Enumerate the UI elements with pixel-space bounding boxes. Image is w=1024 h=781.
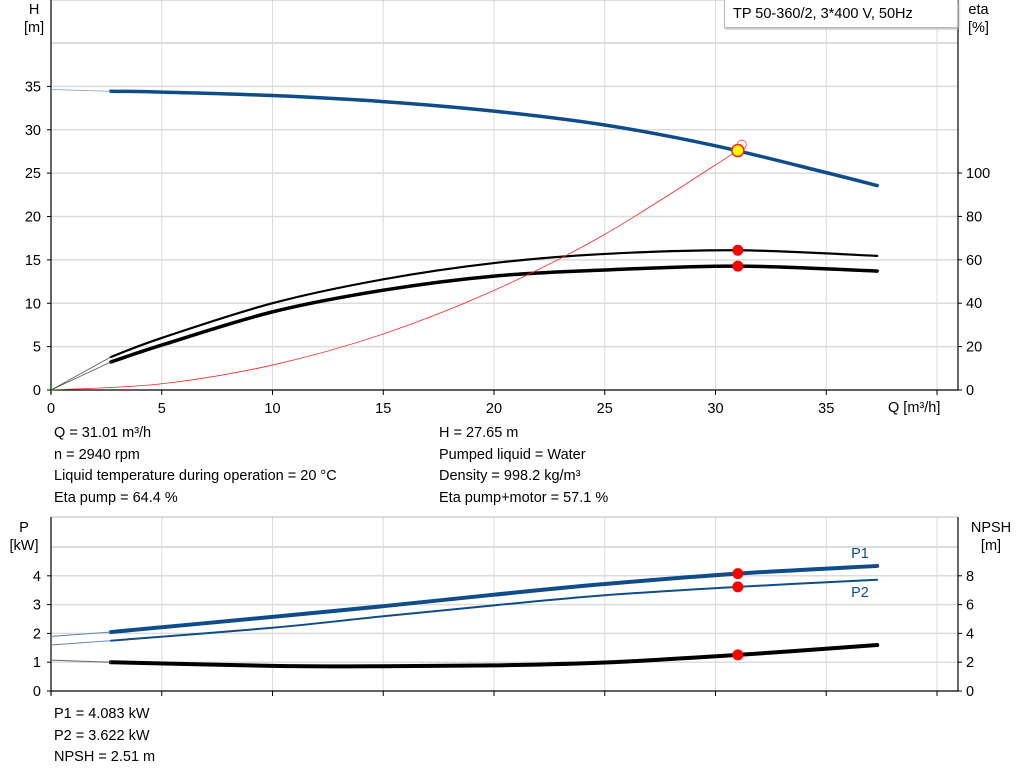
top-x-tick-label: 35 — [818, 401, 834, 417]
top-right-tick-label: 80 — [966, 209, 982, 225]
npsh-axis-label: NPSH [m] — [966, 519, 1016, 555]
npsh-extrapolation — [50, 659, 111, 663]
top-x-tick-label: 25 — [597, 401, 613, 417]
p1-extrapolation — [50, 631, 111, 637]
bottom-left-tick-label: 3 — [33, 598, 41, 614]
top-x-tick-label: 10 — [264, 401, 280, 417]
p1-point — [732, 568, 744, 580]
info-liquid: Pumped liquid = Water — [439, 446, 586, 463]
operating-info-right: H = 27.65 m Pumped liquid = Water Densit… — [439, 423, 608, 509]
p-axis-label: P [kW] — [8, 519, 40, 555]
power-info: P1 = 4.083 kW P2 = 3.622 kW NPSH = 2.51 … — [54, 704, 155, 769]
eta-axis-label-unit: [%] — [968, 20, 989, 36]
top-left-tick-label: 0 — [33, 383, 41, 399]
bottom-left-tick-label: 1 — [33, 655, 41, 671]
p2-point — [732, 581, 744, 593]
info-eta-pump: Eta pump = 64.4 % — [54, 489, 178, 506]
top-left-tick-label: 35 — [25, 79, 41, 95]
top-x-tick-label: 20 — [486, 401, 502, 417]
info-head: H = 27.65 m — [439, 425, 519, 441]
info-flow: Q = 31.01 m³/h — [54, 425, 152, 441]
h-axis-label-unit: [m] — [24, 20, 45, 36]
top-left-tick-label: 5 — [33, 340, 41, 356]
top-x-tick-label: 15 — [375, 401, 391, 417]
top-right-tick-label: 40 — [966, 296, 982, 312]
bottom-right-tick-label: 2 — [966, 655, 974, 671]
npsh-axis-label-name: NPSH — [970, 520, 1012, 536]
bottom-left-tick-label: 4 — [33, 569, 41, 585]
eta-pump-motor-extrapolation — [50, 361, 111, 391]
top-left-tick-label: 25 — [25, 166, 41, 182]
info-speed: n = 2940 rpm — [54, 446, 140, 463]
top-x-tick-label: 30 — [707, 401, 723, 417]
eta-pump-point — [732, 244, 744, 256]
eta-pump-extrapolation — [50, 356, 111, 391]
h-axis-label: H [m] — [24, 1, 44, 37]
top-left-tick-label: 15 — [25, 253, 41, 269]
q-axis-label: Q [m³/h] — [888, 400, 941, 416]
top-left-tick-label: 10 — [25, 296, 41, 312]
duty-point-marker — [731, 143, 745, 158]
operating-info-left: Q = 31.01 m³/h n = 2940 rpm Liquid tempe… — [54, 423, 337, 509]
bottom-right-tick-label: 0 — [966, 684, 974, 700]
info-p1: P1 = 4.083 kW — [54, 706, 150, 722]
top-left-tick-label: 20 — [25, 210, 41, 226]
p2-extrapolation — [50, 640, 111, 646]
top-right-tick-label: 20 — [966, 340, 982, 356]
pump-legend: TP 50-360/2, 3*400 V, 50Hz — [724, 0, 958, 28]
bottom-left-tick-label: 0 — [33, 684, 41, 700]
info-temperature: Liquid temperature during operation = 20… — [54, 468, 337, 484]
p-axis-label-unit: [kW] — [9, 538, 39, 554]
legend-text: TP 50-360/2, 3*400 V, 50Hz — [733, 6, 913, 22]
npsh-point — [732, 649, 744, 661]
H-extrapolation — [50, 89, 111, 92]
bottom-right-tick-label: 6 — [966, 598, 974, 614]
H-curve — [109, 89, 879, 188]
eta-axis-label-name: eta — [968, 2, 989, 18]
npsh-axis-label-unit: [m] — [980, 538, 1002, 554]
h-axis-label-name: H — [28, 2, 40, 18]
eta-pump-motor-point — [732, 260, 744, 272]
p1-series-label: P1 — [851, 546, 869, 562]
p-axis-label-name: P — [19, 520, 29, 536]
top-right-tick-label: 100 — [966, 166, 990, 182]
bottom-left-tick-label: 2 — [33, 626, 41, 642]
top-right-tick-label: 60 — [966, 253, 982, 269]
top-right-tick-label: 0 — [966, 383, 974, 399]
top-x-tick-label: 5 — [158, 401, 166, 417]
bottom-right-tick-label: 4 — [966, 626, 974, 642]
bottom-right-tick-label: 8 — [966, 569, 974, 585]
info-npsh: NPSH = 2.51 m — [54, 749, 156, 765]
top-x-tick-label: 0 — [47, 401, 55, 417]
info-p2: P2 = 3.622 kW — [54, 727, 150, 744]
system-curve-curve — [50, 150, 739, 391]
p2-series-label: P2 — [851, 585, 869, 601]
top-left-tick-label: 30 — [25, 123, 41, 139]
info-density: Density = 998.2 kg/m³ — [439, 468, 581, 484]
info-eta-pump-motor: Eta pump+motor = 57.1 % — [439, 489, 609, 506]
eta-axis-label: eta [%] — [968, 1, 989, 37]
